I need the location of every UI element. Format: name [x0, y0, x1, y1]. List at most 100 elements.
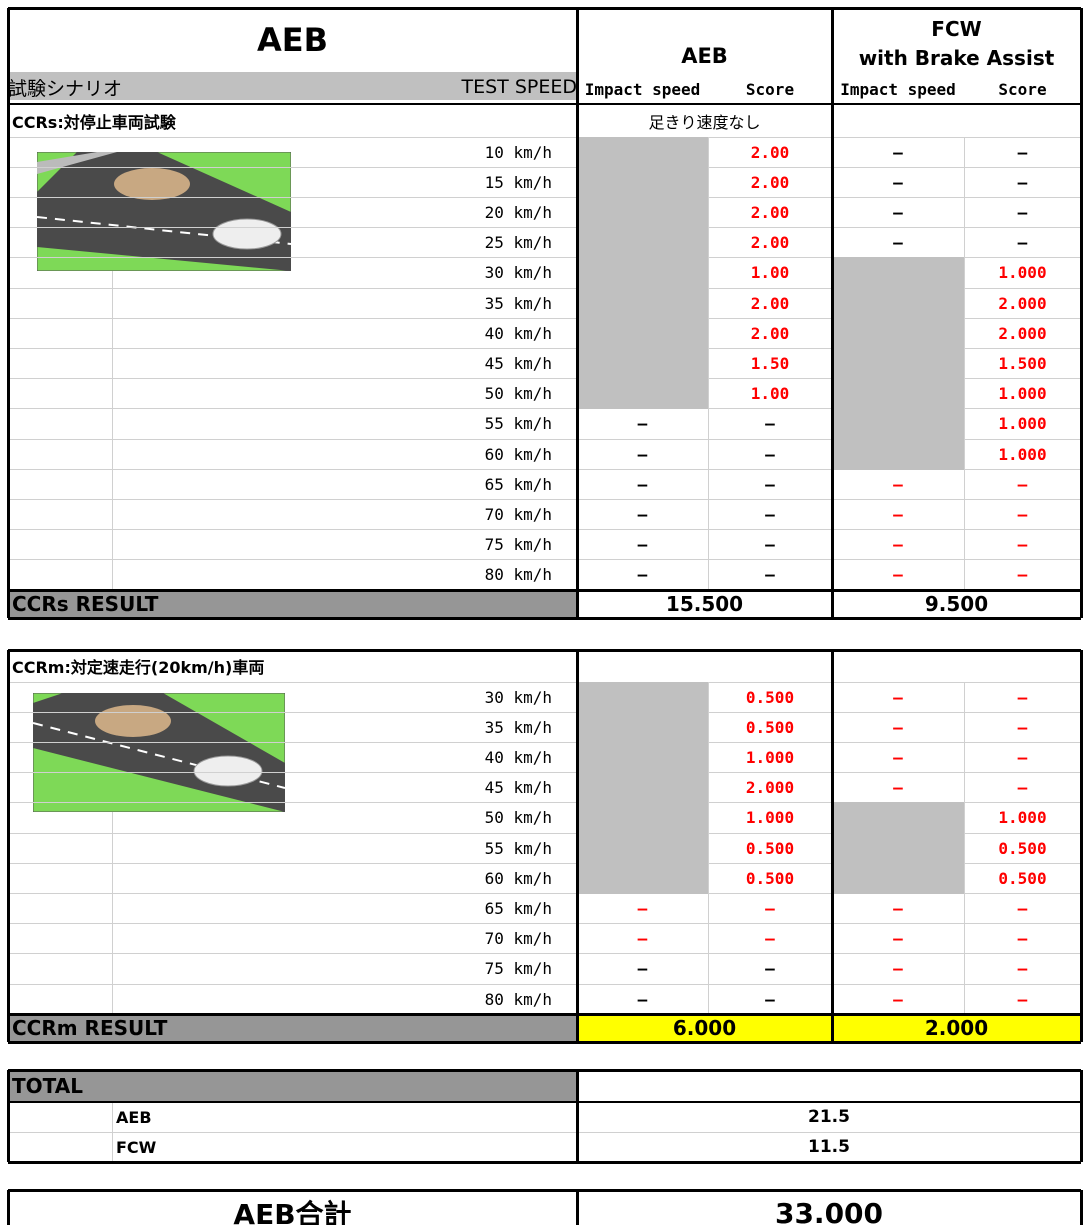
- score-cell: —: [1017, 172, 1028, 192]
- v-line: [111, 1102, 113, 1162]
- gray-cell: [832, 347, 964, 380]
- v-line: [1079, 8, 1083, 618]
- h-line: [8, 832, 1081, 834]
- score-cell: 2.00: [750, 293, 790, 313]
- score-cell: —: [893, 747, 903, 767]
- total-band: [8, 1070, 577, 1102]
- score-cell: —: [1017, 202, 1028, 222]
- gray-cell: [577, 378, 708, 410]
- h-line: [8, 648, 1081, 652]
- h-line: [8, 498, 1081, 500]
- score-cell: 1.00: [750, 263, 790, 283]
- column-label: Score: [745, 79, 795, 99]
- score-cell: –: [637, 474, 648, 494]
- score-cell: 0.500: [998, 868, 1047, 888]
- h-line: [8, 681, 1081, 683]
- speed-label: 55 km/h: [484, 838, 552, 858]
- v-line: [1079, 650, 1083, 1043]
- score-cell: –: [765, 959, 775, 979]
- score-cell: 0.500: [745, 717, 795, 737]
- h-line: [8, 862, 1081, 864]
- score-cell: –: [637, 414, 648, 434]
- gray-cell: [577, 802, 708, 834]
- h-line: [8, 227, 1081, 229]
- speed-label: 50 km/h: [484, 808, 552, 828]
- section-note: 足きり速度なし: [648, 113, 761, 132]
- score-cell: —: [893, 717, 903, 737]
- score-cell: –: [637, 535, 648, 555]
- score-cell: —: [893, 504, 903, 524]
- score-cell: 1.500: [998, 353, 1047, 373]
- score-cell: —: [1017, 989, 1028, 1009]
- h-line: [8, 1188, 1081, 1192]
- score-cell: —: [893, 142, 903, 162]
- gray-cell: [832, 802, 964, 834]
- result-band: [8, 590, 577, 618]
- score-cell: 0.500: [745, 687, 795, 707]
- gray-cell: [832, 257, 964, 289]
- h-line: [8, 529, 1081, 531]
- score-cell: –: [765, 414, 775, 434]
- aeb-header: AEB: [681, 44, 728, 68]
- speed-label: 25 km/h: [484, 233, 552, 253]
- speed-label: 15 km/h: [484, 172, 552, 192]
- score-cell: —: [1017, 898, 1028, 918]
- score-cell: —: [637, 929, 648, 949]
- speed-label: 45 km/h: [484, 353, 552, 373]
- gray-cell: [577, 136, 708, 168]
- title: AEB: [256, 21, 328, 59]
- score-cell: –: [765, 504, 775, 524]
- score-cell: –: [637, 959, 648, 979]
- h-line: [8, 983, 1081, 985]
- speed-label: 60 km/h: [484, 444, 552, 464]
- h-line: [8, 166, 1081, 168]
- speed-label: 55 km/h: [484, 414, 552, 434]
- score-cell: —: [1017, 474, 1028, 494]
- gray-cell: [577, 711, 708, 743]
- h-line: [8, 1040, 1081, 1044]
- gray-cell: [577, 681, 708, 713]
- speed-label: 70 km/h: [484, 504, 552, 524]
- gray-cell: [577, 741, 708, 774]
- result-label: CCRm RESULT: [12, 1016, 168, 1041]
- score-cell: 2.000: [998, 293, 1047, 313]
- score-cell: —: [765, 929, 775, 949]
- column-label: Impact speed: [840, 79, 956, 99]
- gray-cell: [832, 832, 964, 864]
- score-cell: 1.000: [998, 808, 1047, 828]
- h-line: [8, 1068, 1081, 1072]
- score-cell: —: [1017, 717, 1028, 737]
- speed-label: 65 km/h: [484, 474, 552, 494]
- score-cell: –: [765, 444, 775, 464]
- total-value: 11.5: [808, 1137, 850, 1157]
- h-line: [8, 1160, 1081, 1164]
- score-cell: 2.00: [750, 202, 790, 222]
- score-cell: 1.000: [998, 444, 1047, 464]
- v-line: [6, 1070, 10, 1162]
- score-cell: 1.000: [745, 747, 795, 767]
- score-cell: –: [765, 474, 775, 494]
- speed-label: 30 km/h: [484, 687, 552, 707]
- h-line: [8, 1101, 1081, 1103]
- speed-label: 40 km/h: [484, 323, 552, 343]
- v-line: [575, 1190, 579, 1225]
- result-cell: [577, 590, 1081, 618]
- h-line: [8, 923, 1081, 925]
- score-cell: —: [1017, 929, 1028, 949]
- result-value: 15.500: [665, 592, 744, 616]
- score-cell: —: [1017, 687, 1028, 707]
- score-cell: —: [637, 898, 648, 918]
- score-cell: –: [637, 989, 648, 1009]
- score-cell: —: [1017, 747, 1028, 767]
- grand-label: AEB合計: [233, 1198, 352, 1225]
- score-cell: 1.50: [750, 353, 790, 373]
- speed-label: 45 km/h: [484, 778, 552, 798]
- fcw-header: with Brake Assist: [858, 46, 1055, 70]
- h-line: [8, 136, 1081, 138]
- v-line: [830, 8, 834, 618]
- score-cell: 2.00: [750, 142, 790, 162]
- gray-cell: [577, 862, 708, 894]
- v-line: [707, 682, 709, 1015]
- score-cell: –: [765, 535, 775, 555]
- score-cell: 2.00: [750, 172, 790, 192]
